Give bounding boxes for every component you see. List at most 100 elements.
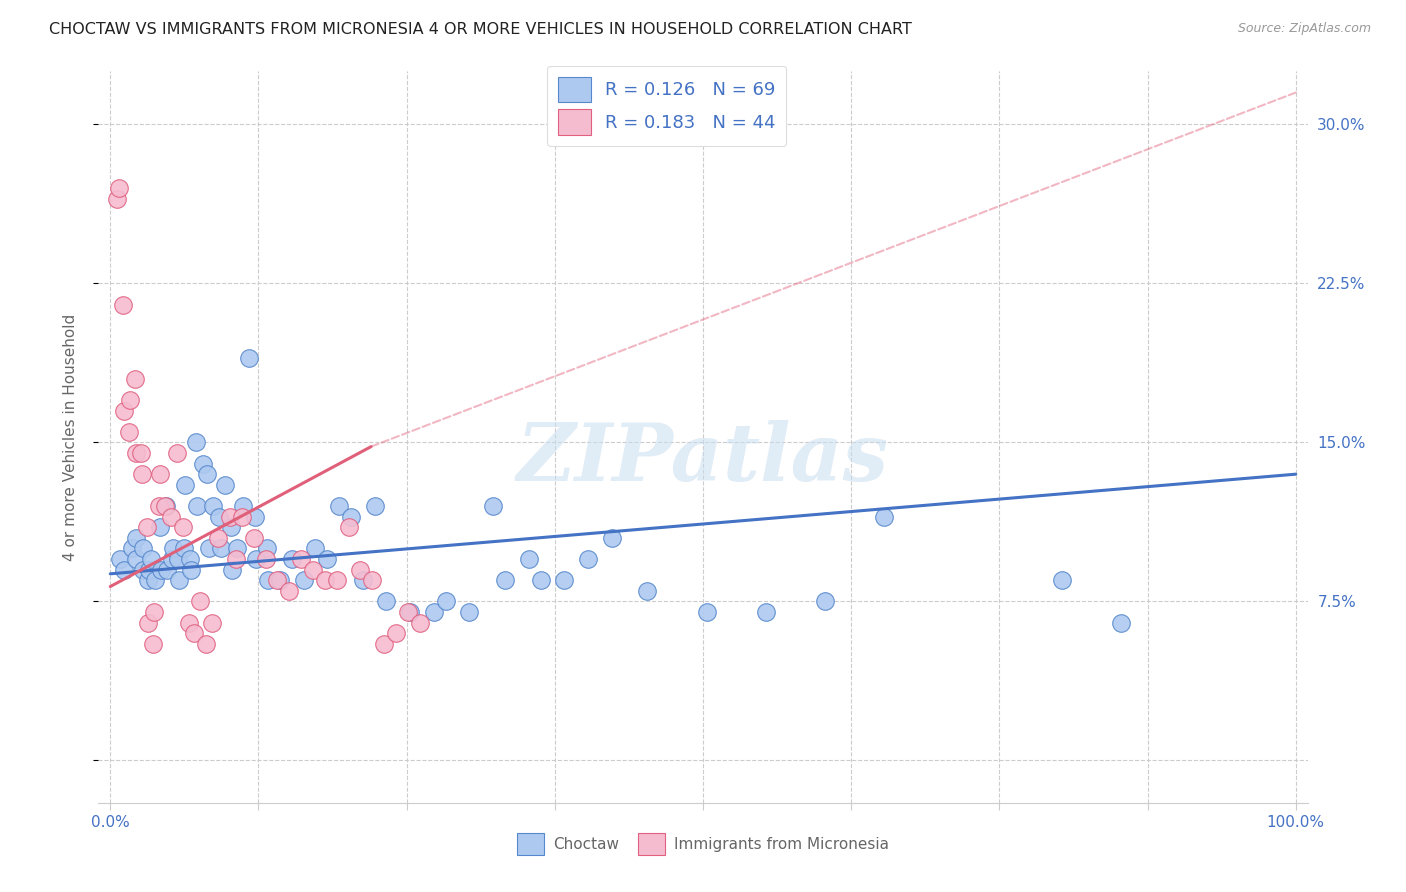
Point <box>517 552 540 566</box>
Point <box>219 520 242 534</box>
Point <box>207 531 229 545</box>
Point <box>361 573 384 587</box>
Point <box>482 499 505 513</box>
Point <box>208 509 231 524</box>
Point <box>385 626 408 640</box>
Legend: Choctaw, Immigrants from Micronesia: Choctaw, Immigrants from Micronesia <box>510 827 896 861</box>
Point <box>142 637 165 651</box>
Point <box>174 477 197 491</box>
Point <box>191 457 214 471</box>
Point <box>172 520 194 534</box>
Point <box>214 477 236 491</box>
Point <box>125 531 148 545</box>
Point <box>202 499 225 513</box>
Point <box>696 605 718 619</box>
Point <box>340 509 363 524</box>
Point <box>225 552 247 566</box>
Point <box>125 552 148 566</box>
Point <box>1111 615 1133 630</box>
Point <box>114 403 136 417</box>
Point <box>328 499 350 513</box>
Point <box>221 563 243 577</box>
Point <box>201 615 224 630</box>
Point <box>184 435 207 450</box>
Point <box>873 509 896 524</box>
Point <box>166 552 188 566</box>
Point <box>316 552 339 566</box>
Point <box>349 563 371 577</box>
Point <box>183 626 205 640</box>
Point <box>197 467 219 482</box>
Point <box>136 573 159 587</box>
Point <box>434 594 457 608</box>
Text: ZIPatlas: ZIPatlas <box>517 420 889 498</box>
Point <box>209 541 232 556</box>
Point <box>139 552 162 566</box>
Point <box>155 499 177 513</box>
Point <box>190 594 212 608</box>
Point <box>136 615 159 630</box>
Point <box>166 446 188 460</box>
Point <box>243 509 266 524</box>
Point <box>278 583 301 598</box>
Point <box>1050 573 1073 587</box>
Point <box>124 372 146 386</box>
Point <box>458 605 481 619</box>
Point <box>266 573 288 587</box>
Point <box>108 552 131 566</box>
Point <box>755 605 778 619</box>
Point <box>131 467 153 482</box>
Point <box>352 573 374 587</box>
Point <box>576 552 599 566</box>
Point <box>136 520 159 534</box>
Text: CHOCTAW VS IMMIGRANTS FROM MICRONESIA 4 OR MORE VEHICLES IN HOUSEHOLD CORRELATIO: CHOCTAW VS IMMIGRANTS FROM MICRONESIA 4 … <box>49 22 912 37</box>
Point <box>149 520 172 534</box>
Text: Source: ZipAtlas.com: Source: ZipAtlas.com <box>1237 22 1371 36</box>
Point <box>245 552 267 566</box>
Point <box>120 392 142 407</box>
Point <box>149 467 172 482</box>
Point <box>114 563 136 577</box>
Point <box>280 552 302 566</box>
Point <box>314 573 336 587</box>
Point <box>162 541 184 556</box>
Point <box>254 552 277 566</box>
Point <box>226 541 249 556</box>
Point <box>257 573 280 587</box>
Point <box>153 499 176 513</box>
Point <box>138 563 160 577</box>
Point <box>150 563 173 577</box>
Point <box>600 531 623 545</box>
Point <box>132 563 155 577</box>
Point <box>408 615 430 630</box>
Point <box>553 573 575 587</box>
Point <box>325 573 347 587</box>
Point <box>494 573 516 587</box>
Point <box>814 594 837 608</box>
Point <box>231 509 253 524</box>
Point <box>177 615 200 630</box>
Point <box>375 594 398 608</box>
Point <box>269 573 291 587</box>
Point <box>143 573 166 587</box>
Point <box>363 499 385 513</box>
Point <box>186 499 208 513</box>
Point <box>529 573 551 587</box>
Point <box>132 541 155 556</box>
Point <box>232 499 254 513</box>
Point <box>399 605 422 619</box>
Point <box>256 541 278 556</box>
Point <box>160 552 183 566</box>
Point <box>636 583 658 598</box>
Point <box>159 509 181 524</box>
Point <box>219 509 242 524</box>
Y-axis label: 4 or more Vehicles in Household: 4 or more Vehicles in Household <box>63 313 77 561</box>
Point <box>423 605 446 619</box>
Point <box>304 541 326 556</box>
Point <box>302 563 325 577</box>
Point <box>396 605 419 619</box>
Point <box>112 297 135 311</box>
Point <box>290 552 312 566</box>
Point <box>195 637 218 651</box>
Point <box>125 446 148 460</box>
